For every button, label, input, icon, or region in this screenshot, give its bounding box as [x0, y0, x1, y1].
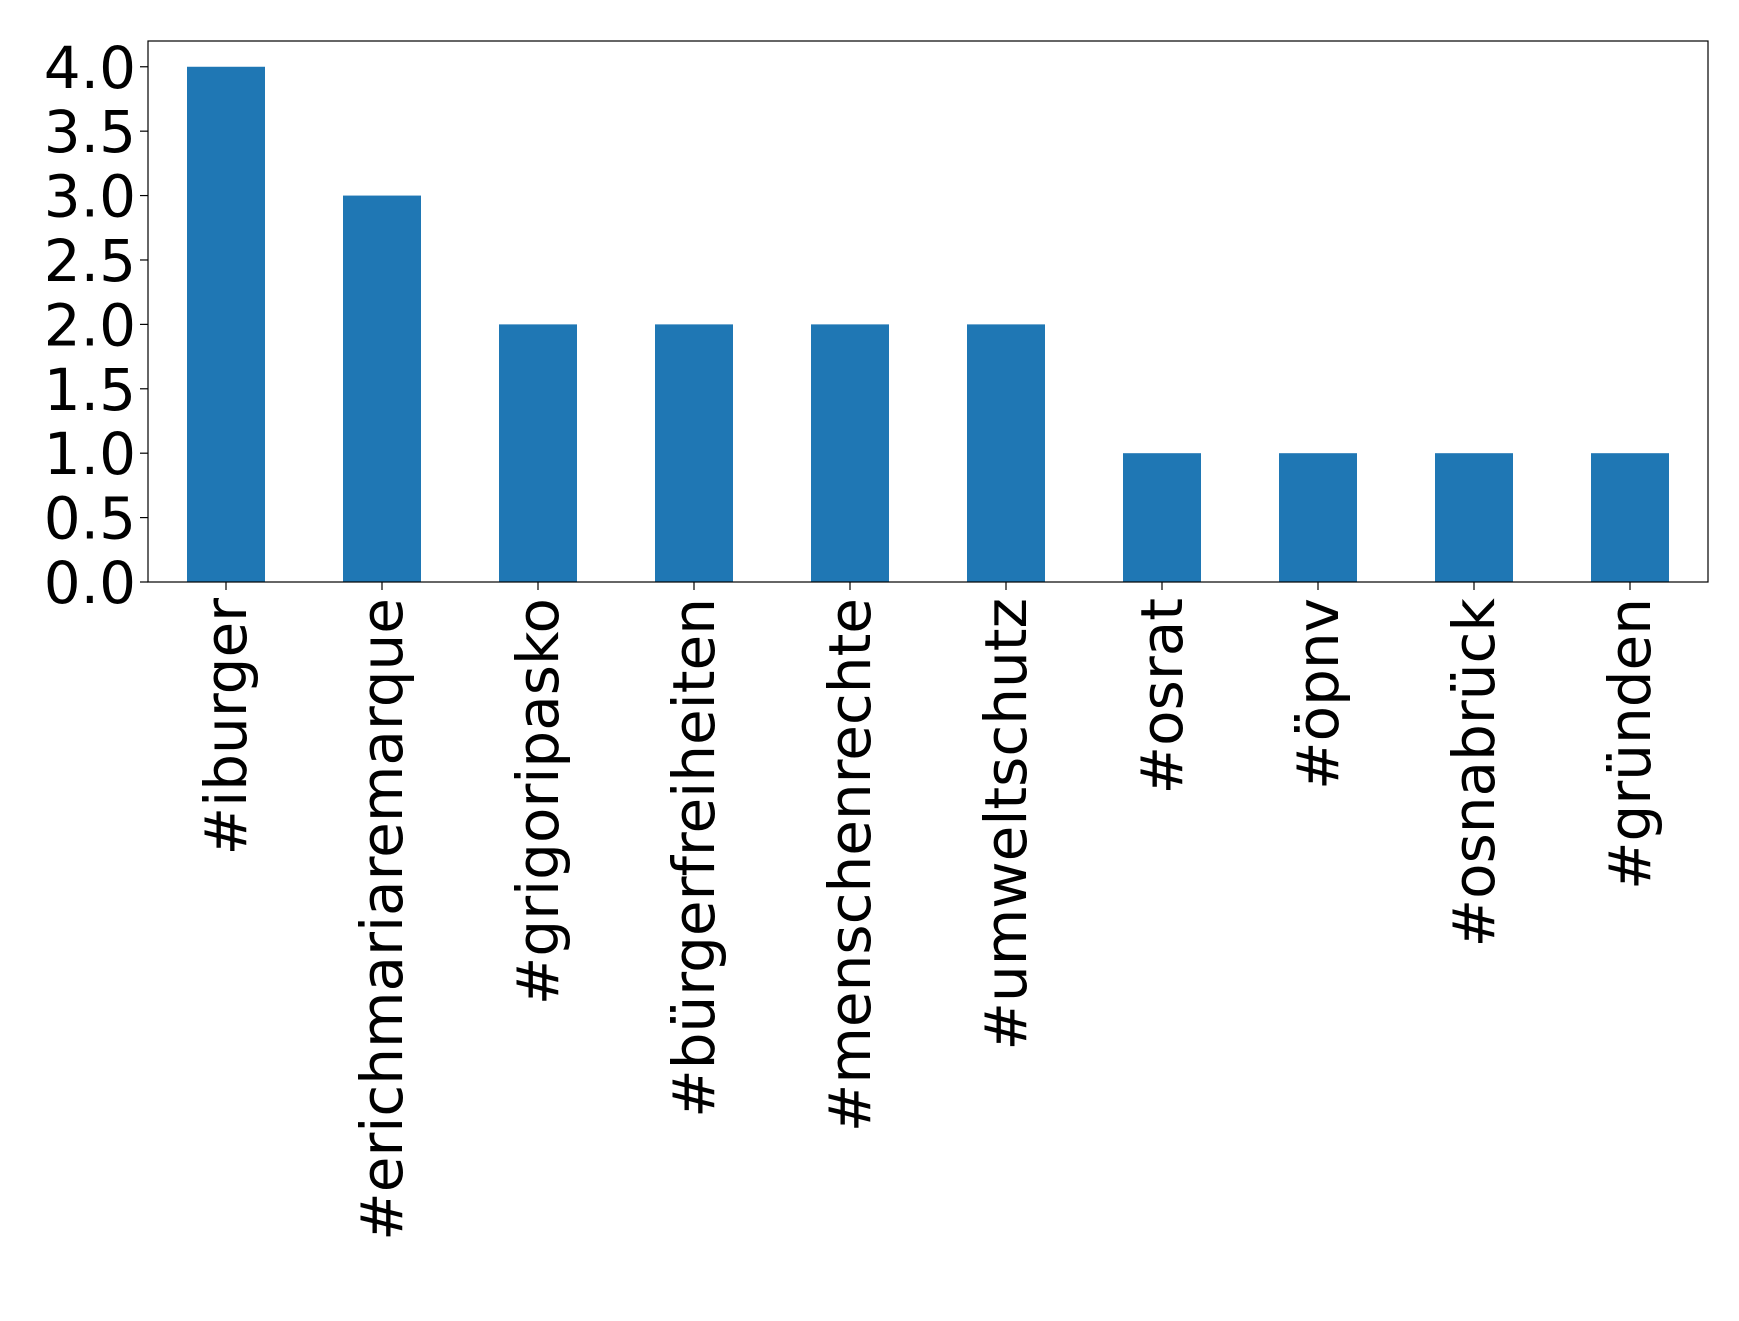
bar — [1591, 453, 1669, 582]
bar — [811, 324, 889, 582]
x-tick-label: #osrat — [1128, 598, 1196, 794]
plot-frame — [147, 40, 1709, 583]
bar — [655, 324, 733, 582]
y-tick-label: 1.5 — [44, 356, 136, 424]
bar — [967, 324, 1045, 582]
x-tick-label: #grigoripasko — [504, 598, 572, 1005]
y-tick-label: 2.5 — [44, 227, 136, 295]
x-tick-label: #gründen — [1596, 598, 1664, 890]
bar — [1435, 453, 1513, 582]
bar — [1123, 453, 1201, 582]
y-tick-label: 3.0 — [44, 163, 136, 231]
bar — [499, 324, 577, 582]
y-tick-label: 2.0 — [44, 291, 136, 359]
y-tick-label: 1.0 — [44, 420, 136, 488]
y-tick-label: 4.0 — [44, 34, 136, 102]
x-tick-label: #bürgerfreiheiten — [660, 598, 728, 1118]
bar — [1279, 453, 1357, 582]
x-tick-label: #iburger — [192, 598, 260, 856]
bar — [343, 195, 421, 583]
x-tick-label: #erichmariaremarque — [348, 598, 416, 1241]
x-tick-label: #osnabrück — [1440, 598, 1508, 948]
x-tick-label: #öpnv — [1284, 598, 1352, 790]
y-tick-label: 0.0 — [44, 549, 136, 617]
x-tick-label: #umweltschutz — [972, 598, 1040, 1051]
y-tick-label: 0.5 — [44, 485, 136, 553]
y-tick-label: 3.5 — [44, 98, 136, 166]
x-tick-label: #menschenrechte — [816, 598, 884, 1132]
bar — [187, 66, 265, 582]
